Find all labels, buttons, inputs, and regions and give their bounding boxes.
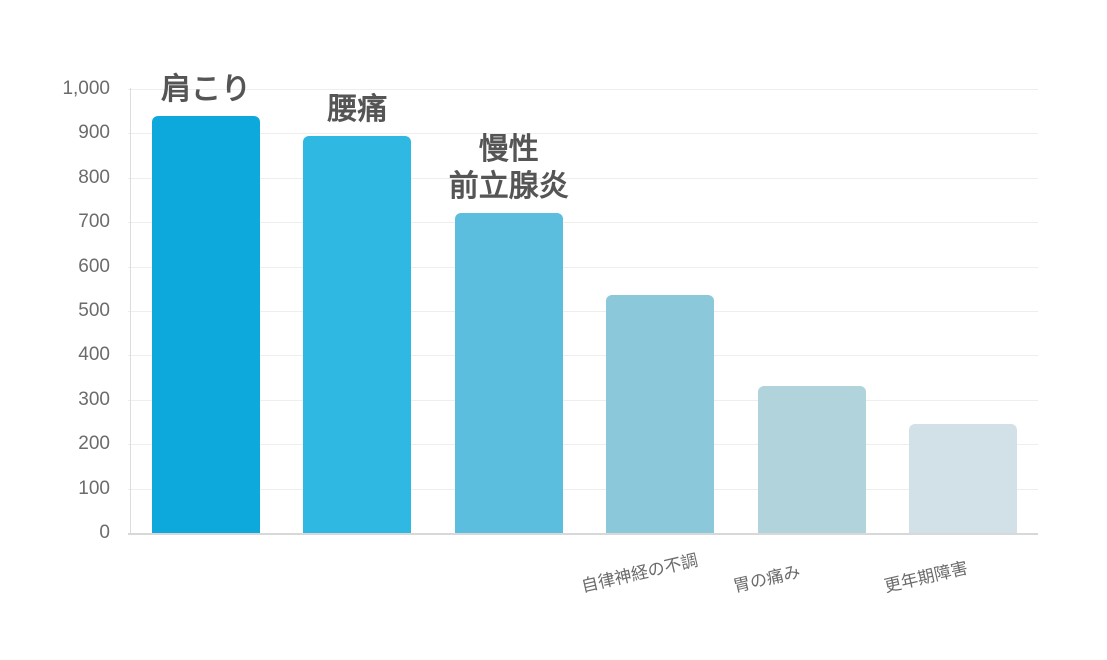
gridline: [128, 222, 1038, 223]
bar-annotation: 腰痛: [327, 91, 388, 127]
bar-annotation: 慢性 前立腺炎: [448, 132, 569, 205]
bar: [909, 424, 1017, 533]
gridline: [128, 178, 1038, 179]
gridline: [128, 133, 1038, 134]
gridline: [128, 355, 1038, 356]
gridline: [128, 444, 1038, 445]
bar: [152, 115, 260, 533]
y-tick-label: 0: [99, 522, 110, 543]
gridline: [128, 267, 1038, 268]
y-tick-label: 600: [78, 255, 110, 277]
bar: [454, 213, 563, 533]
y-tick-label: 100: [78, 477, 110, 499]
x-tick-label: 自律神経の不調: [579, 550, 701, 597]
x-axis-line: [128, 533, 1038, 535]
y-axis-line: [130, 88, 131, 534]
x-tick-label: 胃の痛み: [731, 562, 802, 597]
gridline: [128, 311, 1038, 312]
y-tick-label: 200: [78, 433, 110, 455]
y-tick-label: 300: [78, 388, 110, 410]
bar: [303, 135, 412, 533]
y-tick-label: 800: [78, 166, 110, 188]
y-tick-label: 700: [78, 211, 110, 233]
y-tick-label: 1,000: [62, 78, 110, 99]
x-tick-label: 更年期障害: [882, 558, 970, 597]
bar: [757, 386, 866, 533]
y-tick-label: 400: [78, 344, 110, 366]
y-tick-label: 900: [78, 122, 110, 144]
gridline: [128, 89, 1038, 90]
gridline: [128, 400, 1038, 401]
bar-annotation: 肩こり: [161, 71, 251, 107]
gridline: [128, 489, 1038, 490]
bar: [606, 295, 715, 533]
y-tick-label: 500: [78, 300, 110, 321]
